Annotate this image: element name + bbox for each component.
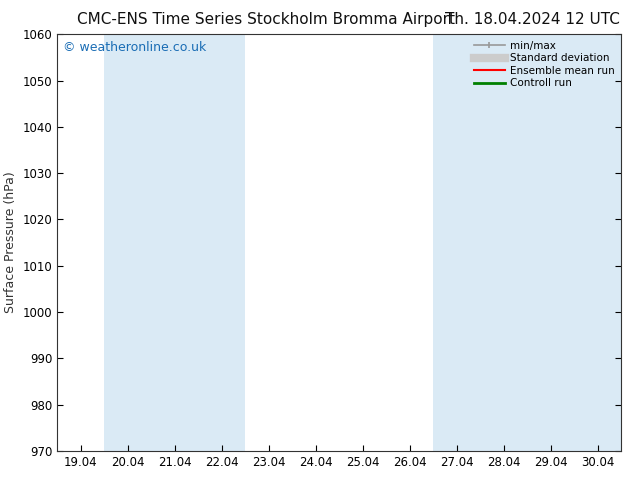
Bar bbox=[104, 34, 151, 451]
Bar bbox=[480, 34, 527, 451]
Bar bbox=[574, 34, 621, 451]
Text: Th. 18.04.2024 12 UTC: Th. 18.04.2024 12 UTC bbox=[445, 12, 620, 27]
Text: CMC-ENS Time Series Stockholm Bromma Airport: CMC-ENS Time Series Stockholm Bromma Air… bbox=[77, 12, 455, 27]
Bar bbox=[433, 34, 480, 451]
Bar bbox=[527, 34, 574, 451]
Legend: min/max, Standard deviation, Ensemble mean run, Controll run: min/max, Standard deviation, Ensemble me… bbox=[470, 36, 619, 93]
Text: © weatheronline.co.uk: © weatheronline.co.uk bbox=[63, 41, 206, 53]
Bar bbox=[198, 34, 245, 451]
Bar bbox=[151, 34, 198, 451]
Y-axis label: Surface Pressure (hPa): Surface Pressure (hPa) bbox=[4, 172, 17, 314]
